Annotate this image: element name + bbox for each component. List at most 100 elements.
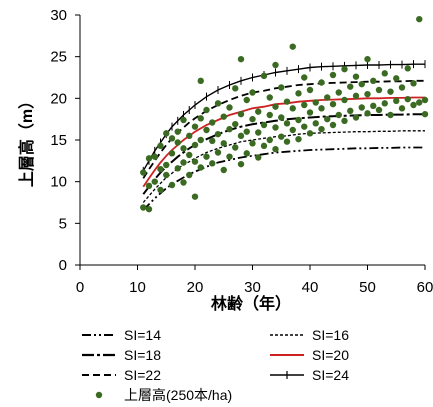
data-point [226,104,233,111]
data-point [157,165,164,173]
data-point [283,120,291,127]
y-tick-label: 0 [59,257,67,274]
data-point [168,150,176,157]
data-point [295,135,302,143]
data-point [358,104,365,111]
data-point [341,117,348,125]
data-point [145,182,153,190]
data-point [243,128,250,135]
data-point [186,171,193,179]
data-point [186,132,193,140]
data-point [335,89,342,96]
data-point [255,108,262,115]
data-point [347,107,354,115]
data-point [266,111,273,119]
data-point [318,125,325,133]
data-point [318,105,325,112]
data-point [243,150,250,157]
data-point [163,130,170,137]
data-point [416,99,423,106]
data-point [272,61,279,69]
data-point [295,90,302,97]
data-point [421,110,429,118]
data-point [232,85,239,92]
data-point [352,114,360,121]
data-point [226,125,233,133]
x-tick-label: 40 [302,279,319,296]
data-point [220,113,227,120]
data-point [140,204,147,211]
data-point [203,106,210,114]
y-tick-label: 20 [50,90,67,107]
data-point [232,144,239,151]
data-point [145,155,153,162]
data-point [272,103,279,110]
y-tick-label: 5 [59,215,67,232]
data-point [375,106,383,114]
data-point [272,124,279,131]
data-point [278,114,285,121]
data-point [266,94,273,101]
data-point [266,136,273,144]
data-point [180,145,187,152]
data-point [255,154,262,161]
data-point [404,95,411,103]
data-point [301,123,308,130]
data-point [364,90,371,98]
data-point [272,145,279,153]
data-point [329,100,337,108]
data-point [180,179,187,186]
data-point [249,140,256,147]
data-point [421,96,429,104]
y-axis-label: 上層高（m） [17,93,36,187]
data-point [329,71,337,79]
curve-layer [142,60,426,211]
data-point [186,151,193,159]
curve-si18 [142,113,425,195]
data-point [370,77,377,85]
data-point [352,73,360,80]
data-point [197,164,204,171]
data-point [237,110,245,118]
data-point [197,136,204,144]
data-point [237,132,245,140]
data-point [341,96,348,104]
data-point [306,130,314,137]
data-point [312,120,319,127]
data-point [191,123,199,130]
data-point [306,86,314,94]
data-point [260,142,268,150]
data-point [174,139,181,146]
data-point [197,115,204,122]
data-point [243,96,250,104]
data-point [398,84,406,91]
data-point [410,101,417,109]
data-point [364,55,371,63]
y-tick-label: 15 [50,132,67,149]
data-point [375,86,383,94]
data-point [381,70,388,77]
data-point [237,160,245,168]
data-point [312,99,319,106]
y-tick-label: 10 [50,174,67,191]
data-point [163,161,170,169]
data-point [226,153,233,160]
data-point [283,98,291,105]
data-point [260,121,268,129]
data-point [387,111,394,119]
data-point [174,128,181,135]
data-point [318,79,325,86]
data-point [289,43,296,50]
data-point [214,100,222,107]
data-point [163,171,170,179]
data-point [140,169,147,176]
data-point [220,140,227,147]
data-point [289,126,296,134]
data-point [341,65,348,73]
data-point [157,142,164,150]
data-point [191,158,199,165]
curve-si24 [142,63,425,172]
data-point [347,83,354,90]
data-point [410,80,417,87]
data-point [306,109,314,116]
